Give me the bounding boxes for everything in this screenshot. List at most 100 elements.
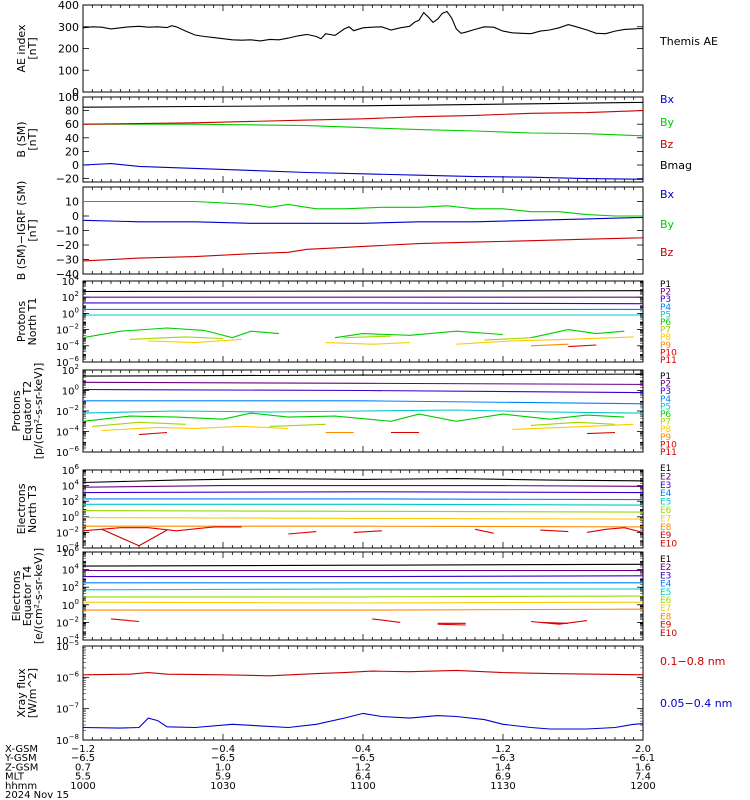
x-axis-value: 7.4 <box>635 772 651 783</box>
legend-entry: E4 <box>660 489 672 499</box>
y-axis-title: [nT] <box>26 128 39 150</box>
legend-entry: Themis AE <box>659 35 718 48</box>
legend-entry: E9 <box>660 621 672 631</box>
legend-entry: By <box>660 116 675 129</box>
legend-entry: P1 <box>660 280 671 290</box>
legend-entry: P3 <box>660 295 671 305</box>
y-tick-label: 10−7 <box>56 702 79 716</box>
legend-entry: P10 <box>660 440 677 450</box>
y-tick-label: 102 <box>62 363 79 377</box>
x-axis-value: −6.5 <box>211 753 235 764</box>
series-line-themis-ae <box>83 10 643 42</box>
panel-frame <box>82 96 644 183</box>
panel-frame <box>82 4 644 93</box>
legend-entry: 0.1−0.8 nm <box>660 655 725 668</box>
x-axis-value: 1.2 <box>355 762 371 773</box>
legend-entry: E8 <box>660 523 672 533</box>
series-line-e9 <box>530 620 588 625</box>
x-axis-value: −6.3 <box>491 753 515 764</box>
series-line-by <box>83 123 643 137</box>
series-line-e5 <box>83 503 643 506</box>
legend-entry: P9 <box>660 433 671 443</box>
legend-entry: E3 <box>660 571 671 581</box>
x-axis-value: 6.9 <box>495 772 511 783</box>
series-line-p1 <box>83 373 643 377</box>
y-tick-label: 200 <box>58 43 79 56</box>
legend-entry: P9 <box>660 341 671 351</box>
legend-entry: E2 <box>660 472 671 482</box>
x-axis-row-label: X-GSM <box>5 744 38 755</box>
series-line-e10 <box>540 621 569 624</box>
series-line-p10 <box>568 344 597 348</box>
series-line-e7 <box>83 517 643 520</box>
x-axis-value: 1.2 <box>495 744 511 755</box>
x-axis-row-label: MLT <box>5 772 25 783</box>
legend-entry: P6 <box>660 318 671 328</box>
series-line-p5 <box>83 409 643 414</box>
series-line-p6 <box>83 412 625 422</box>
x-axis-value: −6.1 <box>631 753 655 764</box>
legend-entry: P8 <box>660 333 671 343</box>
series-line-p8 <box>456 336 634 345</box>
legend-entry: P7 <box>660 418 671 428</box>
y-axis-title: Protons <box>10 390 23 431</box>
series-line-e2 <box>83 485 643 488</box>
legend-entry: E4 <box>660 580 672 590</box>
y-tick-label: 100 <box>62 306 79 320</box>
legend-entry: P4 <box>660 395 671 405</box>
y-tick-label: 10−2 <box>56 404 79 418</box>
x-axis-value: −6.5 <box>71 753 95 764</box>
x-axis-value: 6.4 <box>355 772 371 783</box>
x-axis-value: 1.4 <box>495 762 511 773</box>
series-line-e9 <box>437 623 466 626</box>
y-tick-label: 60 <box>65 118 79 131</box>
series-line-0-1-0-8-nm <box>83 669 643 677</box>
legend-entry: E1 <box>660 555 671 565</box>
panel-frame <box>82 645 644 741</box>
y-tick-label: 104 <box>62 563 80 577</box>
y-axis-title: B (SM)−IGRF (SM) <box>15 181 28 281</box>
legend-entry: E2 <box>660 563 671 573</box>
y-tick-label: −30 <box>56 254 79 267</box>
series-line-p3 <box>83 302 643 305</box>
series-line-p7 <box>484 337 532 341</box>
series-line-e9 <box>288 531 317 535</box>
series-line-p3 <box>83 388 643 394</box>
series-line-e9 <box>353 530 382 533</box>
x-axis-row-label: Z-GSM <box>5 762 38 773</box>
series-line-p7 <box>269 423 326 427</box>
y-tick-label: −40 <box>56 268 79 281</box>
panel-frame <box>82 186 644 275</box>
series-line-p6 <box>334 330 504 339</box>
legend-entry: P8 <box>660 425 671 435</box>
legend-entry: By <box>660 218 675 231</box>
legend-entry: P5 <box>660 402 671 412</box>
series-line-0-05-0-4-nm <box>83 712 643 730</box>
y-tick-label: 10−4 <box>56 339 80 353</box>
y-tick-label: 102 <box>62 290 79 304</box>
x-axis-value: 1000 <box>70 781 95 792</box>
y-tick-label: 0 <box>72 159 79 172</box>
y-axis-title: North T1 <box>26 298 39 346</box>
panel-1: 0 100 200 300 400 AE index[nT] Themis AE <box>15 0 718 99</box>
panel-frame <box>82 280 644 363</box>
legend-entry: P10 <box>660 348 677 358</box>
y-tick-label: 10−4 <box>56 425 80 439</box>
y-tick-label: 100 <box>58 91 79 104</box>
legend-entry: P11 <box>660 356 677 366</box>
y-tick-label: 10 <box>65 196 79 209</box>
legend-entry: P3 <box>660 387 671 397</box>
series-line-e1 <box>83 478 643 484</box>
series-line-bx <box>83 216 643 224</box>
y-axis-title: [nT] <box>26 219 39 241</box>
y-tick-label: 102 <box>62 580 79 594</box>
series-line-e4 <box>83 498 643 501</box>
series-line-bx <box>83 163 643 180</box>
series-line-e8 <box>83 525 643 528</box>
legend-entry: E7 <box>660 514 671 524</box>
legend-entry: P11 <box>660 448 677 458</box>
y-axis-title: Xray flux <box>15 668 28 718</box>
y-tick-label: 100 <box>62 510 79 524</box>
y-tick-label: 10−2 <box>56 525 79 539</box>
